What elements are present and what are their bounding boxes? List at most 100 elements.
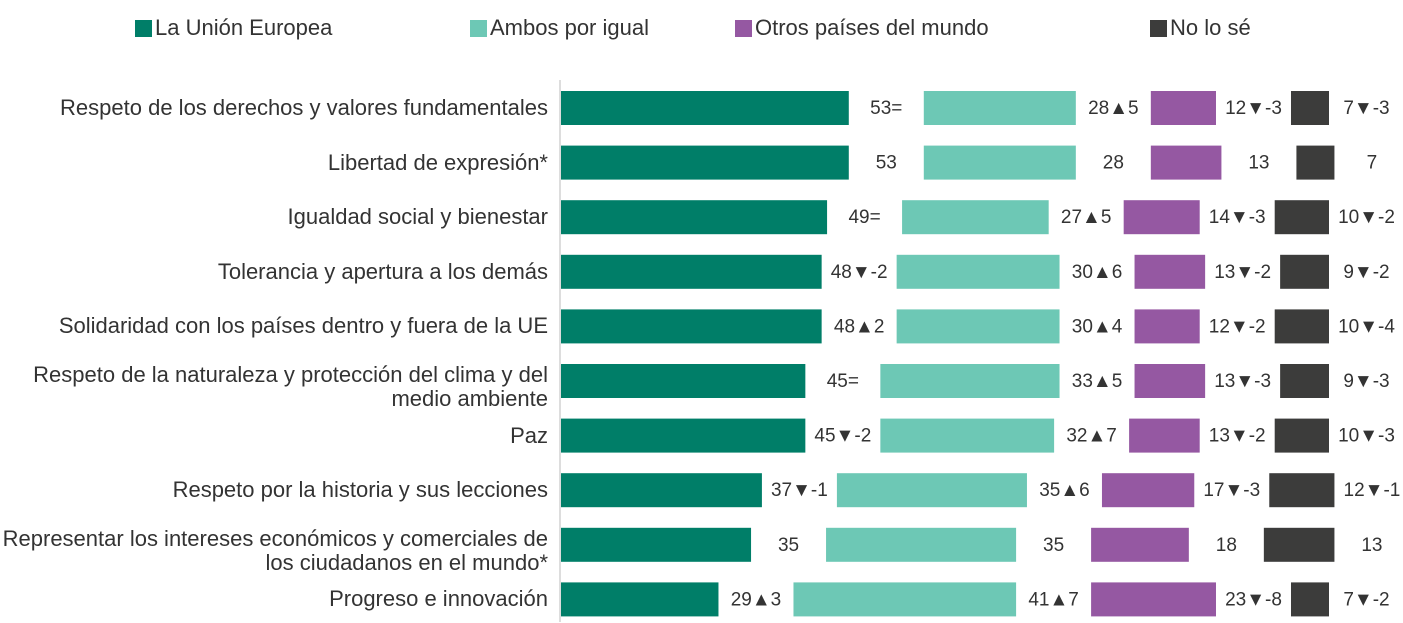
bar-segment: [1134, 364, 1206, 398]
category-label: Libertad de expresión*: [327, 149, 548, 175]
value-label: 13▼-2: [1214, 262, 1271, 283]
value-label: 28: [1103, 153, 1124, 174]
value-label: 30▲6: [1072, 262, 1123, 283]
bar-segment: [880, 364, 1060, 398]
category-label: Respeto de la naturaleza y protección de…: [33, 362, 548, 411]
legend-label: No lo sé: [1170, 15, 1251, 40]
value-label: 27▲5: [1061, 207, 1112, 228]
value-label: 32▲7: [1066, 426, 1117, 447]
value-label: 12▼-3: [1225, 98, 1282, 119]
bar-segment: [561, 582, 719, 617]
value-label: 41▲7: [1028, 589, 1079, 610]
bar-segment: [561, 200, 828, 235]
legend-swatch: [470, 20, 487, 37]
bar-segment: [1263, 527, 1335, 562]
bar-segment: [1091, 527, 1189, 562]
bar-segment: [923, 91, 1076, 125]
bar-segment: [1101, 473, 1195, 508]
category-label: Respeto por la historia y sus lecciones: [172, 477, 548, 503]
bar-segment: [561, 473, 762, 508]
legend-swatch: [1150, 20, 1167, 37]
value-label: 45▼-2: [814, 426, 871, 447]
value-label: 37▼-1: [771, 480, 828, 501]
value-label: 35: [778, 535, 799, 556]
bar-segment: [561, 309, 822, 344]
value-label: 49=: [848, 207, 880, 228]
bar-segment: [561, 91, 849, 125]
bar-segment: [902, 200, 1049, 235]
bar-segment: [1134, 254, 1206, 289]
value-label: 7: [1367, 153, 1378, 174]
bar-segment: [1280, 254, 1329, 289]
legend-swatch: [135, 20, 152, 37]
value-label: 35: [1043, 535, 1064, 556]
value-label: 30▲4: [1072, 316, 1123, 337]
bar-segment: [793, 582, 1017, 617]
value-label: 53: [876, 153, 897, 174]
value-label: 18: [1216, 535, 1237, 556]
bar-segment: [1134, 309, 1200, 344]
value-label: 29▲3: [731, 589, 782, 610]
value-label: 48▼-2: [831, 262, 888, 283]
bar-segment: [561, 145, 849, 180]
bar-segment: [896, 254, 1060, 289]
bar-segment: [1274, 418, 1329, 453]
value-label: 7▼-2: [1343, 589, 1389, 610]
bar-segment: [1091, 582, 1216, 617]
bar-segment: [1129, 418, 1200, 453]
category-label: Respeto de los derechos y valores fundam…: [60, 95, 548, 120]
category-label: Paz: [510, 422, 548, 448]
bar-segment: [561, 254, 822, 289]
value-label: 13: [1248, 153, 1269, 174]
bar-segment: [1280, 364, 1329, 398]
value-label: 9▼-3: [1343, 371, 1389, 392]
value-label: 13▼-3: [1214, 371, 1271, 392]
value-label: 48▲2: [834, 316, 885, 337]
bar-segment: [896, 309, 1060, 344]
bar-segment: [923, 145, 1076, 180]
value-label: 10▼-3: [1338, 426, 1395, 447]
category-label: Representar los intereses económicos y c…: [2, 525, 548, 575]
bar-segment: [1296, 145, 1335, 180]
value-label: 13: [1361, 535, 1382, 556]
value-label: 13▼-2: [1209, 426, 1266, 447]
bar-segment: [1290, 582, 1329, 617]
bar-segment: [880, 418, 1055, 453]
bar-segment: [1150, 145, 1222, 180]
legend-label: Ambos por igual: [490, 15, 649, 40]
bar-segment: [836, 473, 1027, 508]
value-label: 17▼-3: [1203, 480, 1260, 501]
value-label: 10▼-4: [1338, 316, 1395, 337]
category-label: Progreso e innovación: [329, 586, 548, 612]
value-label: 53=: [870, 98, 902, 119]
bar-segment: [561, 418, 806, 453]
bar-segment: [1274, 200, 1329, 235]
value-label: 14▼-3: [1209, 207, 1266, 228]
bar-segment: [1269, 473, 1335, 508]
bar-segment: [1150, 91, 1216, 125]
bar-segment: [826, 527, 1017, 562]
value-label: 45=: [827, 371, 859, 392]
category-label: Tolerancia y apertura a los demás: [217, 258, 548, 284]
value-label: 9▼-2: [1343, 262, 1389, 283]
bar-segment: [1274, 309, 1329, 344]
value-label: 23▼-8: [1225, 589, 1282, 610]
bar-segment: [561, 364, 806, 398]
legend-swatch: [735, 20, 752, 37]
value-label: 28▲5: [1088, 98, 1139, 119]
legend-label: Otros países del mundo: [755, 15, 989, 40]
value-label: 35▲6: [1039, 480, 1090, 501]
value-label: 10▼-2: [1338, 207, 1395, 228]
value-label: 12▼-1: [1344, 480, 1401, 501]
bar-segment: [1290, 91, 1329, 125]
value-label: 12▼-2: [1209, 316, 1266, 337]
category-label: Solidaridad con los países dentro y fuer…: [58, 313, 548, 339]
value-label: 33▲5: [1072, 371, 1123, 392]
bar-segment: [1123, 200, 1200, 235]
value-label: 7▼-3: [1343, 98, 1389, 119]
category-label: Igualdad social y bienestar: [287, 204, 549, 230]
legend-label: La Unión Europea: [155, 15, 333, 40]
bar-segment: [561, 527, 752, 562]
